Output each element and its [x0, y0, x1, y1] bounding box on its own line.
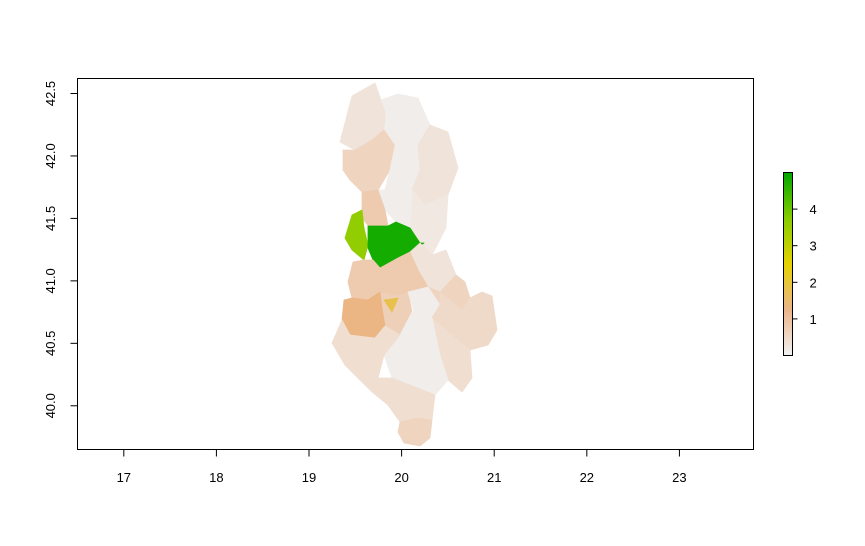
- region-polygon: [383, 311, 449, 396]
- region-polygon: [397, 417, 433, 447]
- x-tick-label: 23: [672, 470, 686, 485]
- map-layer: [331, 82, 498, 447]
- y-tick-label: 41.0: [43, 268, 58, 293]
- region-polygon: [383, 297, 399, 313]
- y-tick-label: 42.0: [43, 143, 58, 168]
- x-tick-label: 18: [209, 470, 223, 485]
- y-tick-label: 42.5: [43, 81, 58, 106]
- x-tick-label: 20: [394, 470, 408, 485]
- y-axis: 40.0 40.5 41.0 41.5 42.0 42.5: [43, 81, 78, 418]
- y-tick-label: 40.5: [43, 331, 58, 356]
- x-axis: 17 18 19 20 21 22 23: [117, 449, 687, 485]
- region-polygon: [344, 209, 369, 261]
- legend-tick-label: 3: [810, 239, 817, 254]
- x-tick-label: 21: [487, 470, 501, 485]
- legend-tick-label: 4: [810, 202, 817, 217]
- region-polygon: [431, 291, 498, 351]
- x-tick-label: 17: [117, 470, 131, 485]
- x-tick-label: 22: [580, 470, 594, 485]
- legend-tick-label: 2: [810, 275, 817, 290]
- region-polygon: [377, 189, 413, 229]
- x-tick-label: 19: [302, 470, 316, 485]
- legend-tick-label: 1: [810, 312, 817, 327]
- legend-ticks: 1 2 3 4: [792, 202, 817, 327]
- legend: 1 2 3 4: [783, 172, 817, 356]
- y-tick-label: 40.0: [43, 393, 58, 418]
- y-tick-label: 41.5: [43, 206, 58, 231]
- legend-color-bar: [783, 172, 793, 356]
